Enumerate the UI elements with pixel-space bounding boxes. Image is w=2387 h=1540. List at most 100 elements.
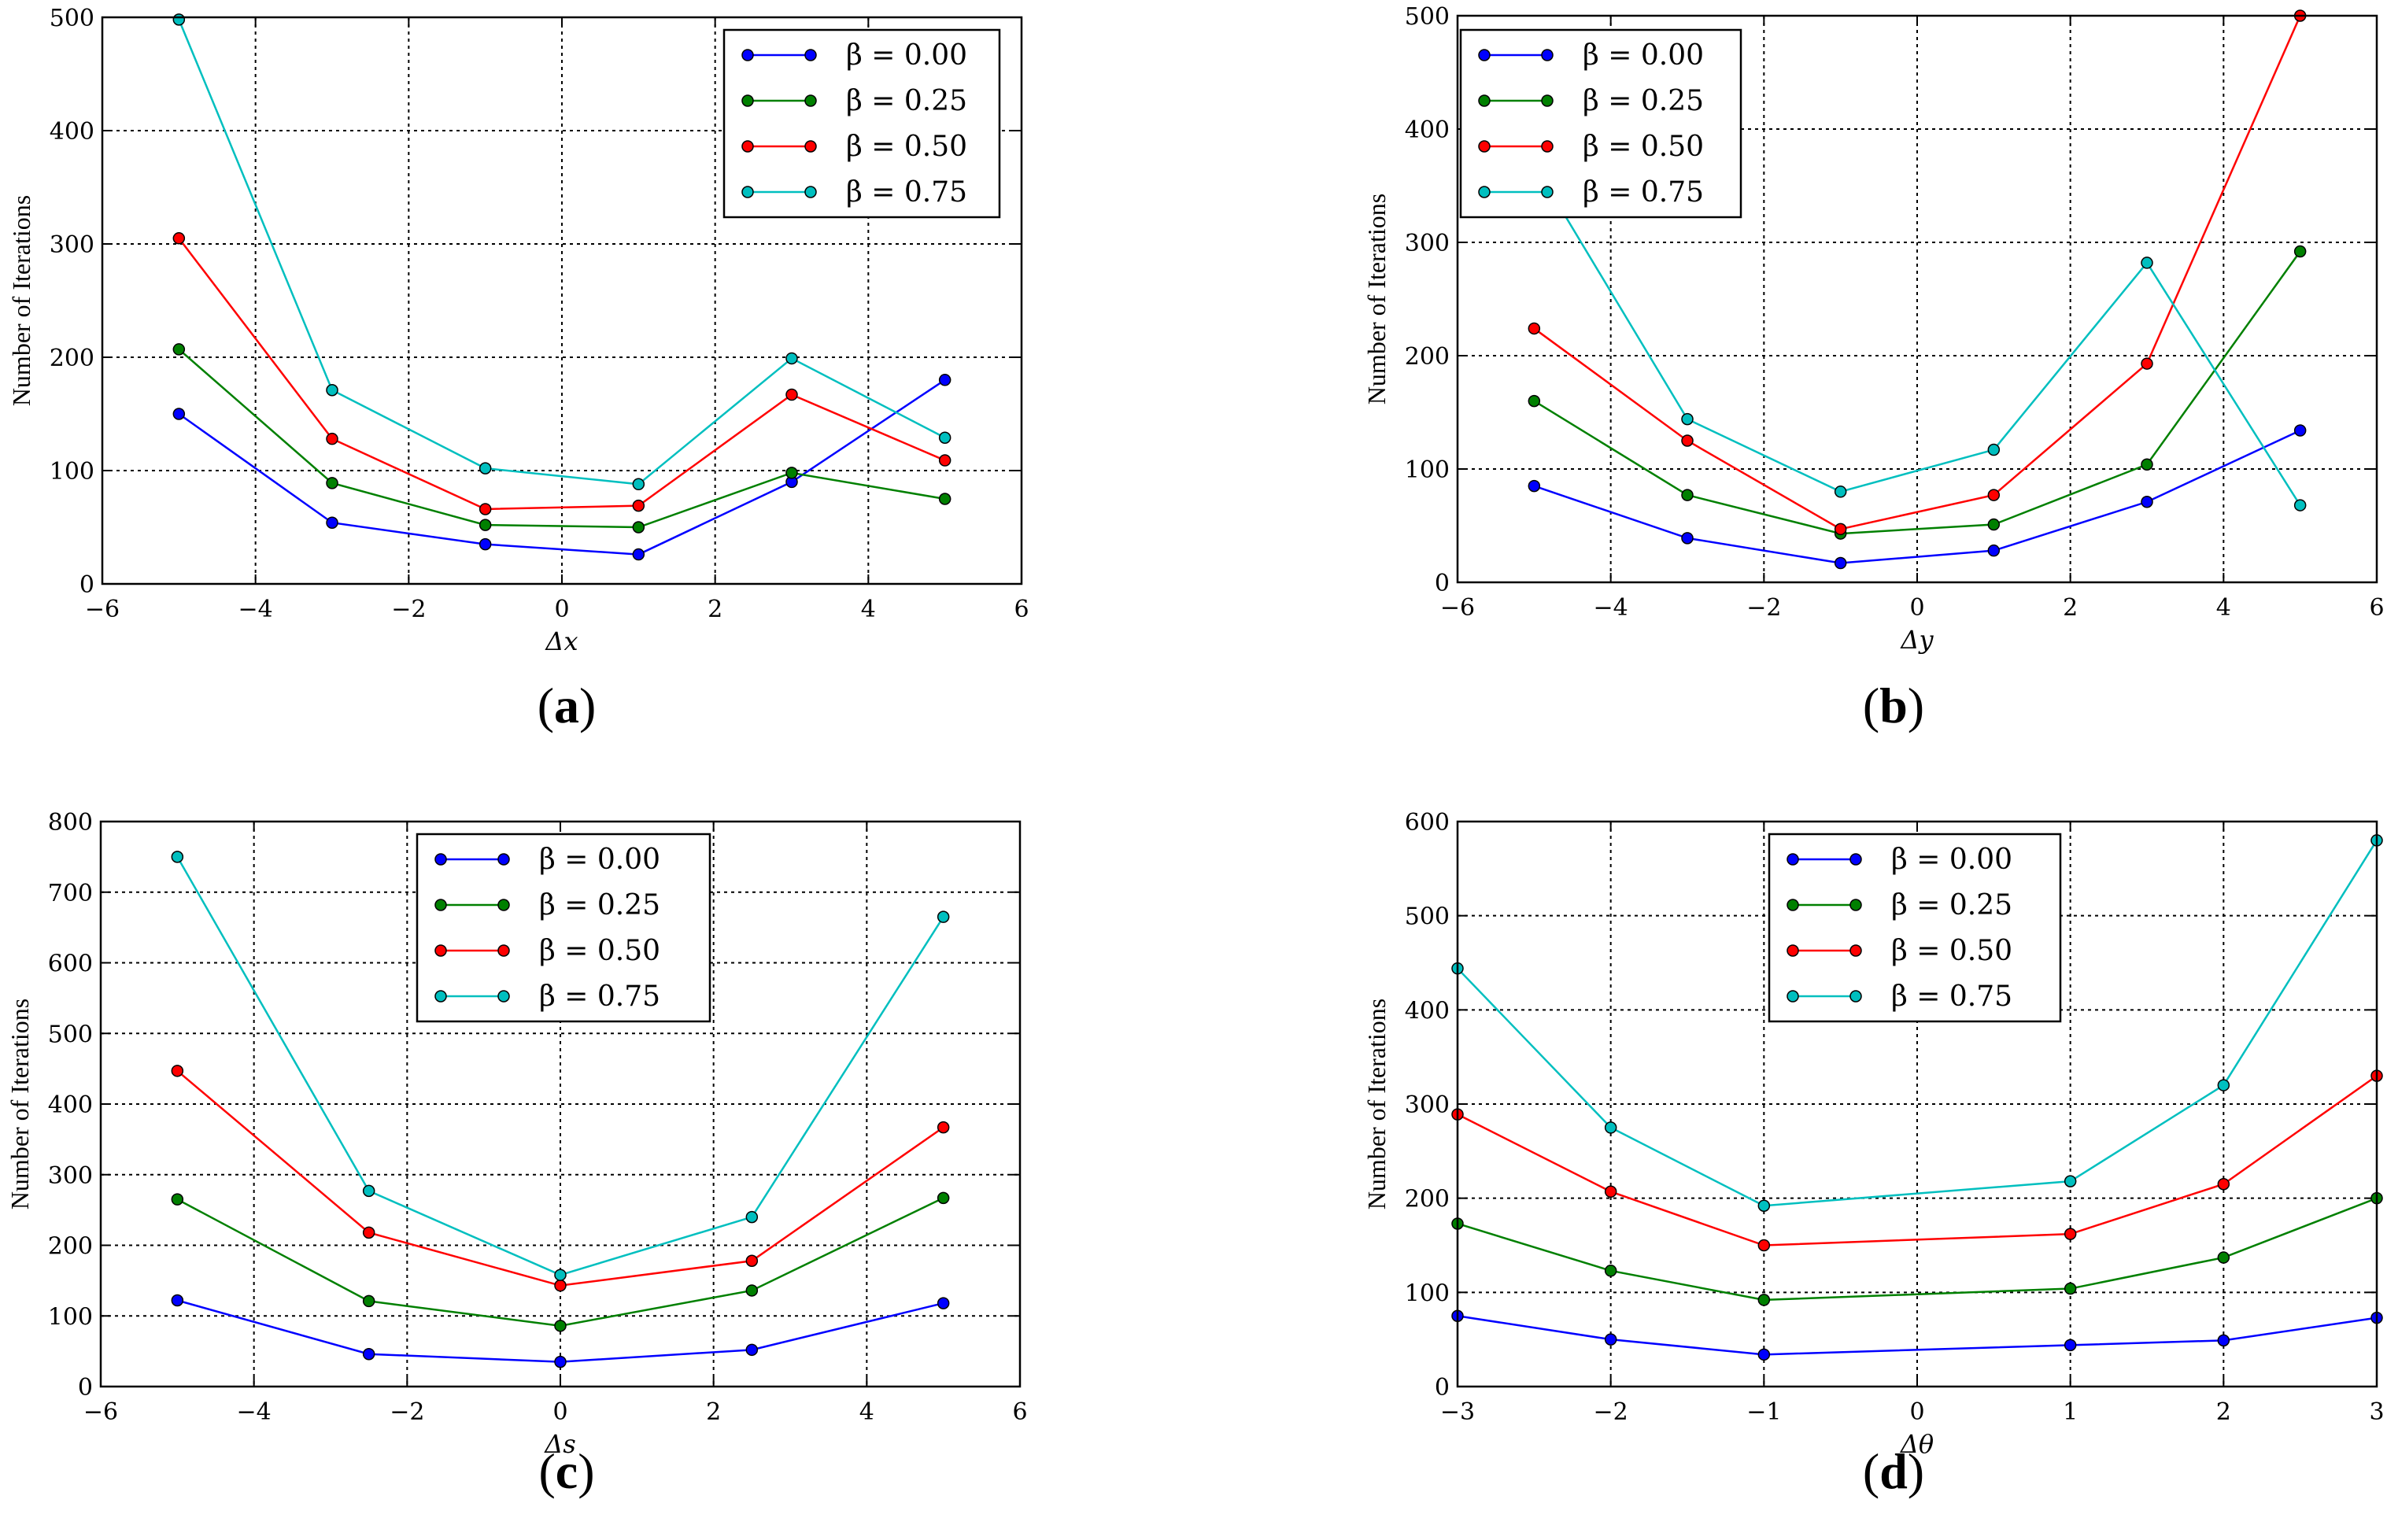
data-point-a-0: [479, 537, 492, 551]
data-point-c-1: [362, 1294, 375, 1308]
x-tick-label-a: 0: [554, 596, 569, 623]
data-point-c-1: [745, 1284, 759, 1297]
y-tick-label-a: 100: [50, 458, 94, 486]
series-line-b-2: [1533, 15, 2301, 530]
data-point-b-0: [1528, 479, 1541, 493]
ticks-c: −6 −4 −2 0 2 4 6 0 100 200 300 400 500 600 700 800: [48, 809, 1028, 1426]
y-tick-label-c: 700: [48, 880, 93, 907]
y-tick-label-a: 0: [79, 571, 94, 599]
chart-d: −3 −2 −1 0 1 2 3 0 100 200 300 400 500 600 Δθ Number of…: [1362, 809, 2385, 1459]
x-tick-label-c: 4: [859, 1398, 874, 1426]
legend-label-a-0: β = 0.00: [846, 39, 967, 72]
x-tick-label-d: 2: [2216, 1398, 2231, 1426]
caption-c: (c): [449, 1442, 685, 1501]
data-point-a-3: [632, 478, 645, 491]
data-point-c-2: [937, 1121, 950, 1134]
legend-box-b: [1459, 28, 1742, 219]
legend-label-d-3: β = 0.75: [1891, 981, 2012, 1013]
y-tick-label-b: 400: [1405, 116, 1450, 144]
data-point-a-1: [938, 493, 951, 505]
series-c-0: [171, 1294, 950, 1368]
legend-marker-a-0: [804, 49, 817, 61]
caption-d-open: (: [1862, 1443, 1880, 1499]
series-line-b-3: [1533, 163, 2301, 506]
caption-a-close: ): [579, 678, 597, 733]
legend-c: β = 0.00 β = 0.25 β = 0.50 β = 0.75: [416, 833, 711, 1023]
caption-b-close: ): [1907, 678, 1925, 733]
caption-a-letter: a: [554, 678, 579, 733]
chart-b: −6 −4 −2 0 2 4 6 0 100 200 300 400 500 Δy Number of It…: [1362, 3, 2385, 655]
data-point-a-0: [326, 516, 338, 529]
legend-label-d-0: β = 0.00: [1891, 844, 2012, 876]
data-point-b-2: [1681, 434, 1694, 447]
data-point-a-2: [479, 503, 492, 515]
series-line-a-0: [178, 379, 946, 556]
data-point-c-0: [937, 1297, 950, 1309]
y-tick-label-a: 200: [50, 345, 94, 372]
y-tick-label-b: 0: [1435, 570, 1450, 597]
chart-panel-a: −6 −4 −2 0 2 4 6 0 100 200 300 400 500 Δx Number of It…: [0, 0, 1193, 770]
data-point-a-1: [172, 343, 186, 356]
chart-c: −6 −4 −2 0 2 4 6 0 100 200 300 400 500 600 700 800 Δs Num…: [6, 809, 1028, 1459]
caption-c-letter: c: [555, 1443, 578, 1499]
data-point-b-1: [2293, 245, 2307, 258]
legend-marker-a-3: [804, 186, 817, 198]
y-tick-label-c: 400: [48, 1091, 93, 1119]
series-line-b-1: [1533, 250, 2301, 535]
legend-marker-c-1: [434, 899, 447, 911]
series-line-d-1: [1457, 1197, 2378, 1302]
series-a-2: [172, 232, 951, 515]
x-tick-label-b: 0: [1909, 594, 1924, 622]
x-tick-label-c: −4: [237, 1398, 272, 1426]
legend-marker-b-2: [1478, 140, 1491, 153]
chart-panel-b: −6 −4 −2 0 2 4 6 0 100 200 300 400 500 Δy Number of It…: [1193, 0, 2386, 770]
legend-label-c-3: β = 0.75: [539, 981, 660, 1013]
x-tick-label-c: −6: [83, 1398, 118, 1426]
legend-marker-d-3: [1787, 990, 1799, 1003]
plot-frame-a: [101, 16, 1023, 585]
legend-box-c: [416, 833, 711, 1023]
x-tick-label-a: −6: [85, 596, 120, 623]
legend-marker-d-3: [1849, 990, 1862, 1003]
data-point-a-2: [938, 454, 951, 467]
legend-label-d-2: β = 0.50: [1891, 935, 2012, 967]
data-point-b-2: [2141, 357, 2153, 370]
x-axis-label-b: Δy: [1899, 625, 1934, 655]
data-point-d-2: [2217, 1177, 2230, 1191]
data-point-d-1: [1604, 1265, 1617, 1277]
legend-label-c-0: β = 0.00: [539, 844, 660, 876]
data-point-b-3: [1987, 443, 2001, 456]
x-tick-label-b: −2: [1746, 594, 1781, 622]
legend-label-b-3: β = 0.75: [1583, 176, 1704, 209]
y-tick-label-c: 100: [48, 1303, 93, 1331]
data-point-b-0: [2141, 496, 2153, 508]
data-point-b-1: [1987, 518, 2001, 531]
y-tick-label-c: 300: [48, 1162, 93, 1190]
data-point-c-2: [745, 1254, 759, 1267]
legend-marker-a-3: [741, 186, 754, 198]
legend-marker-d-0: [1787, 853, 1799, 866]
data-point-d-1: [2217, 1251, 2230, 1264]
legend-marker-c-2: [434, 944, 447, 957]
x-tick-label-b: 2: [2063, 594, 2078, 622]
legend-marker-d-2: [1849, 944, 1862, 957]
data-point-b-1: [1681, 489, 1694, 501]
data-point-d-1: [1757, 1294, 1771, 1306]
legend-marker-a-1: [741, 94, 754, 107]
data-point-d-0: [1604, 1333, 1617, 1346]
x-tick-label-a: −2: [391, 596, 426, 623]
data-point-a-3: [172, 13, 186, 26]
legend-box-a: [722, 28, 1001, 219]
legend-label-c-2: β = 0.50: [539, 935, 660, 967]
data-point-d-0: [2064, 1339, 2077, 1352]
data-point-b-3: [2141, 257, 2153, 269]
legend-marker-b-0: [1541, 49, 1554, 61]
data-point-b-1: [2141, 458, 2153, 471]
y-tick-label-d: 200: [1405, 1186, 1450, 1213]
caption-a-open: (: [537, 678, 554, 733]
series-a-1: [172, 343, 951, 534]
x-tick-label-b: −4: [1594, 594, 1628, 622]
series-b-2: [1528, 9, 2307, 536]
x-tick-label-d: −3: [1440, 1398, 1475, 1426]
series-a-0: [172, 374, 951, 561]
